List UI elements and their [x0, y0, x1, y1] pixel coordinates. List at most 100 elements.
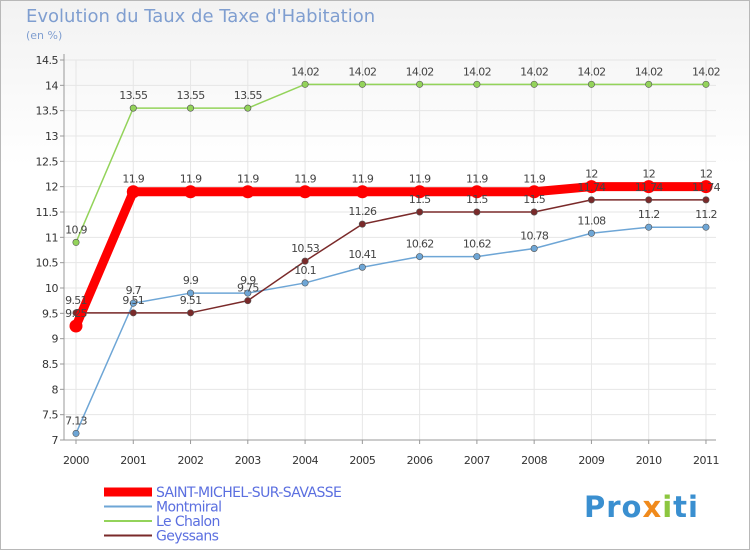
- data-point: [358, 80, 366, 88]
- data-point: [69, 319, 83, 333]
- series-line: [71, 182, 711, 331]
- data-label: 9.25: [65, 307, 87, 320]
- data-point: [416, 208, 424, 216]
- proxiti-logo: Proxiti: [584, 490, 699, 524]
- data-point: [584, 180, 598, 194]
- data-point: [530, 208, 538, 216]
- data-point: [301, 279, 309, 287]
- data-label: 9.9: [183, 274, 199, 287]
- data-label: 11.9: [409, 173, 431, 186]
- data-label: 9.7: [126, 284, 142, 297]
- data-label: 9.51: [122, 294, 144, 307]
- y-tick-label: 12.5: [36, 155, 59, 168]
- x-tick-label: 2002: [178, 454, 204, 467]
- x-tick-label: 2008: [521, 454, 547, 467]
- data-point: [244, 289, 252, 297]
- y-tick-label: 8.5: [42, 358, 58, 371]
- data-label: 10.78: [520, 229, 549, 242]
- legend-label: SAINT-MICHEL-SUR-SAVASSE: [156, 485, 341, 501]
- data-point: [473, 208, 481, 216]
- data-label: 13.55: [119, 89, 148, 102]
- data-point: [129, 299, 137, 307]
- data-label: 11.9: [466, 173, 488, 186]
- data-label: 10.53: [291, 242, 320, 255]
- data-point: [702, 223, 710, 231]
- data-point: [470, 185, 484, 199]
- data-point: [702, 196, 710, 204]
- y-tick-label: 7: [52, 434, 59, 447]
- data-point: [244, 104, 252, 112]
- data-point: [645, 196, 653, 204]
- data-point: [527, 185, 541, 199]
- data-label: 11.74: [692, 181, 721, 194]
- y-tick-label: 13.5: [36, 105, 59, 118]
- data-label: 13.55: [234, 89, 263, 102]
- y-tick-label: 9: [52, 333, 59, 346]
- data-point: [473, 80, 481, 88]
- data-label: 11.5: [409, 193, 431, 206]
- x-tick-label: 2000: [63, 454, 89, 467]
- data-label: 10.9: [65, 223, 87, 236]
- data-label: 14.02: [577, 65, 605, 78]
- data-label: 11.9: [294, 173, 316, 186]
- data-point: [184, 185, 198, 199]
- data-label: 14.02: [635, 65, 663, 78]
- x-tick-label: 2007: [464, 454, 490, 467]
- y-tick-label: 11.5: [36, 206, 59, 219]
- data-label: 10.1: [294, 264, 316, 277]
- data-point: [587, 229, 595, 237]
- data-label: 7.13: [65, 414, 87, 427]
- y-tick-label: 10: [45, 282, 58, 295]
- data-label: 9.9: [240, 274, 256, 287]
- y-tick-label: 10.5: [36, 257, 59, 270]
- x-tick-label: 2009: [578, 454, 604, 467]
- data-point: [129, 309, 137, 317]
- logo-part: x: [642, 490, 663, 524]
- data-point: [126, 185, 140, 199]
- x-tick-label: 2010: [636, 454, 662, 467]
- y-tick-label: 8: [52, 383, 59, 396]
- series-line: [75, 226, 707, 435]
- data-point: [530, 80, 538, 88]
- y-tick-label: 9.5: [42, 307, 58, 320]
- series-line: [75, 199, 707, 314]
- data-point: [642, 180, 656, 194]
- data-point: [587, 196, 595, 204]
- legend-label: Montmiral: [156, 500, 221, 516]
- series-line: [75, 83, 707, 244]
- data-point: [473, 253, 481, 261]
- data-label: 14.02: [406, 65, 434, 78]
- data-label: 11.9: [523, 173, 545, 186]
- data-point: [72, 238, 80, 246]
- data-label: 11.2: [638, 208, 660, 221]
- data-point: [187, 104, 195, 112]
- data-label: 9.51: [65, 294, 87, 307]
- logo-part: ti: [673, 490, 699, 524]
- x-tick-label: 2001: [120, 454, 146, 467]
- x-tick-label: 2003: [235, 454, 261, 467]
- data-label: 12: [700, 168, 713, 181]
- y-tick-label: 14.5: [36, 54, 59, 67]
- legend-label: Geyssans: [156, 529, 219, 545]
- x-tick-label: 2006: [407, 454, 433, 467]
- data-point: [358, 220, 366, 228]
- data-point: [301, 80, 309, 88]
- chart-title: Evolution du Taux de Taxe d'Habitation: [26, 6, 376, 27]
- data-label: 11.5: [466, 193, 488, 206]
- data-point: [129, 104, 137, 112]
- data-label: 11.74: [635, 181, 664, 194]
- data-label: 14.02: [520, 65, 548, 78]
- data-label: 11.9: [180, 173, 202, 186]
- data-label: 11.74: [577, 181, 606, 194]
- data-point: [416, 253, 424, 261]
- data-point: [645, 223, 653, 231]
- data-point: [241, 185, 255, 199]
- data-point: [645, 80, 653, 88]
- data-label: 12: [585, 168, 598, 181]
- data-point: [298, 185, 312, 199]
- data-point: [187, 289, 195, 297]
- data-label: 14.02: [692, 65, 720, 78]
- chart-subtitle: (en %): [26, 29, 63, 42]
